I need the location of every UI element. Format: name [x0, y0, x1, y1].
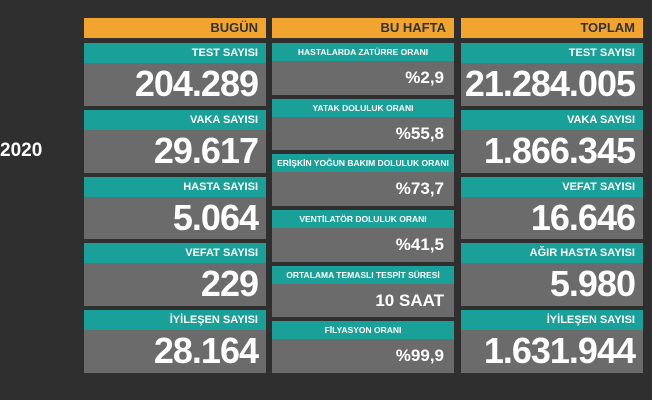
row-label: VEFAT SAYISI	[84, 243, 266, 264]
side-label: 2020	[0, 140, 43, 161]
row-label: VENTİLATÖR DOLULUK ORANI	[272, 210, 454, 228]
row-value: 5.980	[461, 263, 643, 307]
row-label: AĞIR HASTA SAYISI	[461, 243, 643, 264]
row-value: 10 SAAT	[272, 283, 454, 318]
row-label: VAKA SAYISI	[84, 109, 266, 130]
column-header: TOPLAM	[461, 18, 643, 38]
row-value: %41,5	[272, 228, 454, 262]
row-value: 28.164	[84, 330, 266, 373]
row-label: HASTALARDA ZATÜRRE ORANI	[272, 43, 454, 61]
row-label: İYİLEŞEN SAYISI	[461, 310, 643, 331]
row-value: 1.631.944	[461, 330, 643, 373]
row-label: ERİŞKİN YOĞUN BAKIM DOLULUK ORANI	[272, 154, 454, 173]
column-header: BU HAFTA	[272, 18, 454, 38]
row-value: 21.284.005	[461, 63, 643, 106]
row-label: TEST SAYISI	[461, 43, 643, 63]
row-value: 229	[84, 263, 266, 307]
row-value: %73,7	[272, 172, 454, 206]
row-label: İYİLEŞEN SAYISI	[84, 310, 266, 331]
row-value: 29.617	[84, 129, 266, 173]
row-value: 204.289	[84, 63, 266, 106]
row-label: FİLYASYON ORANI	[272, 321, 454, 340]
row-label: HASTA SAYISI	[84, 176, 266, 197]
row-label: TEST SAYISI	[84, 43, 266, 63]
row-value: %55,8	[272, 116, 454, 151]
row-value: 16.646	[461, 196, 643, 240]
row-label: VAKA SAYISI	[461, 109, 643, 130]
row-value: 1.866.345	[461, 129, 643, 173]
row-value: %2,9	[272, 61, 454, 95]
row-label: VEFAT SAYISI	[461, 176, 643, 197]
column-header: BUGÜN	[84, 18, 266, 38]
row-value: 5.064	[84, 196, 266, 240]
row-label: ORTALAMA TEMASLI TESPİT SÜRESİ	[272, 265, 454, 284]
row-label: YATAK DOLULUK ORANI	[272, 98, 454, 117]
row-value: %99,9	[272, 339, 454, 373]
